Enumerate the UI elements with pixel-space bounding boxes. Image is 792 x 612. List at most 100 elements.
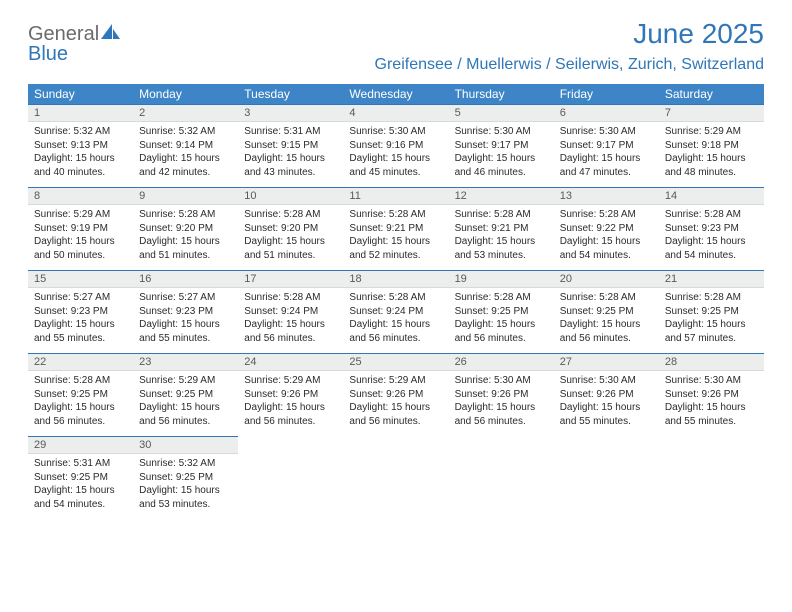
location: Greifensee / Muellerwis / Seilerwis, Zur… (375, 56, 764, 74)
day-body: Sunrise: 5:30 AMSunset: 9:26 PMDaylight:… (449, 371, 554, 436)
calendar-day-cell: 8Sunrise: 5:29 AMSunset: 9:19 PMDaylight… (28, 188, 133, 271)
logo-text-general: General (28, 24, 99, 44)
day-number: 7 (659, 105, 764, 122)
calendar-day-cell: 21Sunrise: 5:28 AMSunset: 9:25 PMDayligh… (659, 271, 764, 354)
day-body: Sunrise: 5:28 AMSunset: 9:21 PMDaylight:… (449, 205, 554, 270)
calendar-day-cell: 22Sunrise: 5:28 AMSunset: 9:25 PMDayligh… (28, 354, 133, 437)
day-body: Sunrise: 5:27 AMSunset: 9:23 PMDaylight:… (28, 288, 133, 353)
day-number: 16 (133, 271, 238, 288)
day-body: Sunrise: 5:28 AMSunset: 9:25 PMDaylight:… (449, 288, 554, 353)
day-number: 14 (659, 188, 764, 205)
calendar-day-cell: 14Sunrise: 5:28 AMSunset: 9:23 PMDayligh… (659, 188, 764, 271)
calendar-day-cell: 27Sunrise: 5:30 AMSunset: 9:26 PMDayligh… (554, 354, 659, 437)
calendar-day-cell (238, 437, 343, 520)
day-number: 30 (133, 437, 238, 454)
calendar-body: 1Sunrise: 5:32 AMSunset: 9:13 PMDaylight… (28, 105, 764, 520)
title-block: June 2025 Greifensee / Muellerwis / Seil… (375, 18, 764, 74)
day-number: 27 (554, 354, 659, 371)
day-number: 15 (28, 271, 133, 288)
calendar-day-cell: 10Sunrise: 5:28 AMSunset: 9:20 PMDayligh… (238, 188, 343, 271)
day-number: 20 (554, 271, 659, 288)
day-body: Sunrise: 5:32 AMSunset: 9:25 PMDaylight:… (133, 454, 238, 519)
day-number: 25 (343, 354, 448, 371)
calendar-day-cell: 4Sunrise: 5:30 AMSunset: 9:16 PMDaylight… (343, 105, 448, 188)
day-body: Sunrise: 5:31 AMSunset: 9:25 PMDaylight:… (28, 454, 133, 519)
weekday-header: Tuesday (238, 84, 343, 105)
day-body: Sunrise: 5:30 AMSunset: 9:16 PMDaylight:… (343, 122, 448, 187)
day-number: 29 (28, 437, 133, 454)
calendar-week-row: 22Sunrise: 5:28 AMSunset: 9:25 PMDayligh… (28, 354, 764, 437)
day-body: Sunrise: 5:28 AMSunset: 9:21 PMDaylight:… (343, 205, 448, 270)
calendar-day-cell: 9Sunrise: 5:28 AMSunset: 9:20 PMDaylight… (133, 188, 238, 271)
calendar-day-cell (449, 437, 554, 520)
day-body: Sunrise: 5:29 AMSunset: 9:26 PMDaylight:… (238, 371, 343, 436)
calendar-week-row: 1Sunrise: 5:32 AMSunset: 9:13 PMDaylight… (28, 105, 764, 188)
day-number: 28 (659, 354, 764, 371)
day-number: 11 (343, 188, 448, 205)
day-number: 13 (554, 188, 659, 205)
calendar-day-cell: 2Sunrise: 5:32 AMSunset: 9:14 PMDaylight… (133, 105, 238, 188)
day-body: Sunrise: 5:30 AMSunset: 9:17 PMDaylight:… (554, 122, 659, 187)
weekday-header: Thursday (449, 84, 554, 105)
day-body: Sunrise: 5:27 AMSunset: 9:23 PMDaylight:… (133, 288, 238, 353)
day-number: 24 (238, 354, 343, 371)
calendar-day-cell: 30Sunrise: 5:32 AMSunset: 9:25 PMDayligh… (133, 437, 238, 520)
day-number: 10 (238, 188, 343, 205)
calendar-day-cell (659, 437, 764, 520)
calendar-day-cell: 19Sunrise: 5:28 AMSunset: 9:25 PMDayligh… (449, 271, 554, 354)
calendar-day-cell: 24Sunrise: 5:29 AMSunset: 9:26 PMDayligh… (238, 354, 343, 437)
calendar-day-cell: 25Sunrise: 5:29 AMSunset: 9:26 PMDayligh… (343, 354, 448, 437)
header: General Blue June 2025 Greifensee / Muel… (28, 18, 764, 74)
weekday-header: Friday (554, 84, 659, 105)
calendar-week-row: 29Sunrise: 5:31 AMSunset: 9:25 PMDayligh… (28, 437, 764, 520)
calendar-day-cell: 28Sunrise: 5:30 AMSunset: 9:26 PMDayligh… (659, 354, 764, 437)
calendar-day-cell: 12Sunrise: 5:28 AMSunset: 9:21 PMDayligh… (449, 188, 554, 271)
day-number: 12 (449, 188, 554, 205)
calendar-day-cell: 3Sunrise: 5:31 AMSunset: 9:15 PMDaylight… (238, 105, 343, 188)
day-body: Sunrise: 5:28 AMSunset: 9:24 PMDaylight:… (343, 288, 448, 353)
calendar-day-cell: 13Sunrise: 5:28 AMSunset: 9:22 PMDayligh… (554, 188, 659, 271)
day-number: 4 (343, 105, 448, 122)
calendar-day-cell: 15Sunrise: 5:27 AMSunset: 9:23 PMDayligh… (28, 271, 133, 354)
day-number: 6 (554, 105, 659, 122)
day-number: 1 (28, 105, 133, 122)
calendar-day-cell: 23Sunrise: 5:29 AMSunset: 9:25 PMDayligh… (133, 354, 238, 437)
day-number: 26 (449, 354, 554, 371)
day-body: Sunrise: 5:29 AMSunset: 9:25 PMDaylight:… (133, 371, 238, 436)
day-body: Sunrise: 5:29 AMSunset: 9:19 PMDaylight:… (28, 205, 133, 270)
logo: General Blue (28, 18, 121, 64)
day-body: Sunrise: 5:30 AMSunset: 9:26 PMDaylight:… (659, 371, 764, 436)
calendar-week-row: 15Sunrise: 5:27 AMSunset: 9:23 PMDayligh… (28, 271, 764, 354)
calendar-day-cell (343, 437, 448, 520)
day-number: 2 (133, 105, 238, 122)
day-number: 23 (133, 354, 238, 371)
calendar-table: Sunday Monday Tuesday Wednesday Thursday… (28, 84, 764, 519)
calendar-day-cell (554, 437, 659, 520)
weekday-header: Wednesday (343, 84, 448, 105)
day-body: Sunrise: 5:28 AMSunset: 9:24 PMDaylight:… (238, 288, 343, 353)
day-number: 3 (238, 105, 343, 122)
day-body: Sunrise: 5:32 AMSunset: 9:13 PMDaylight:… (28, 122, 133, 187)
day-body: Sunrise: 5:28 AMSunset: 9:22 PMDaylight:… (554, 205, 659, 270)
sail-icon (101, 24, 121, 44)
calendar-day-cell: 7Sunrise: 5:29 AMSunset: 9:18 PMDaylight… (659, 105, 764, 188)
day-body: Sunrise: 5:30 AMSunset: 9:26 PMDaylight:… (554, 371, 659, 436)
day-number: 8 (28, 188, 133, 205)
calendar-day-cell: 1Sunrise: 5:32 AMSunset: 9:13 PMDaylight… (28, 105, 133, 188)
logo-text-blue: Blue (28, 44, 121, 64)
day-body: Sunrise: 5:28 AMSunset: 9:25 PMDaylight:… (28, 371, 133, 436)
day-number: 19 (449, 271, 554, 288)
day-body: Sunrise: 5:28 AMSunset: 9:23 PMDaylight:… (659, 205, 764, 270)
day-body: Sunrise: 5:28 AMSunset: 9:20 PMDaylight:… (133, 205, 238, 270)
page: General Blue June 2025 Greifensee / Muel… (0, 0, 792, 519)
calendar-day-cell: 16Sunrise: 5:27 AMSunset: 9:23 PMDayligh… (133, 271, 238, 354)
day-number: 9 (133, 188, 238, 205)
month-title: June 2025 (375, 18, 764, 50)
calendar-day-cell: 11Sunrise: 5:28 AMSunset: 9:21 PMDayligh… (343, 188, 448, 271)
day-body: Sunrise: 5:29 AMSunset: 9:26 PMDaylight:… (343, 371, 448, 436)
day-body: Sunrise: 5:29 AMSunset: 9:18 PMDaylight:… (659, 122, 764, 187)
day-body: Sunrise: 5:30 AMSunset: 9:17 PMDaylight:… (449, 122, 554, 187)
calendar-day-cell: 29Sunrise: 5:31 AMSunset: 9:25 PMDayligh… (28, 437, 133, 520)
calendar-day-cell: 26Sunrise: 5:30 AMSunset: 9:26 PMDayligh… (449, 354, 554, 437)
calendar-day-cell: 5Sunrise: 5:30 AMSunset: 9:17 PMDaylight… (449, 105, 554, 188)
